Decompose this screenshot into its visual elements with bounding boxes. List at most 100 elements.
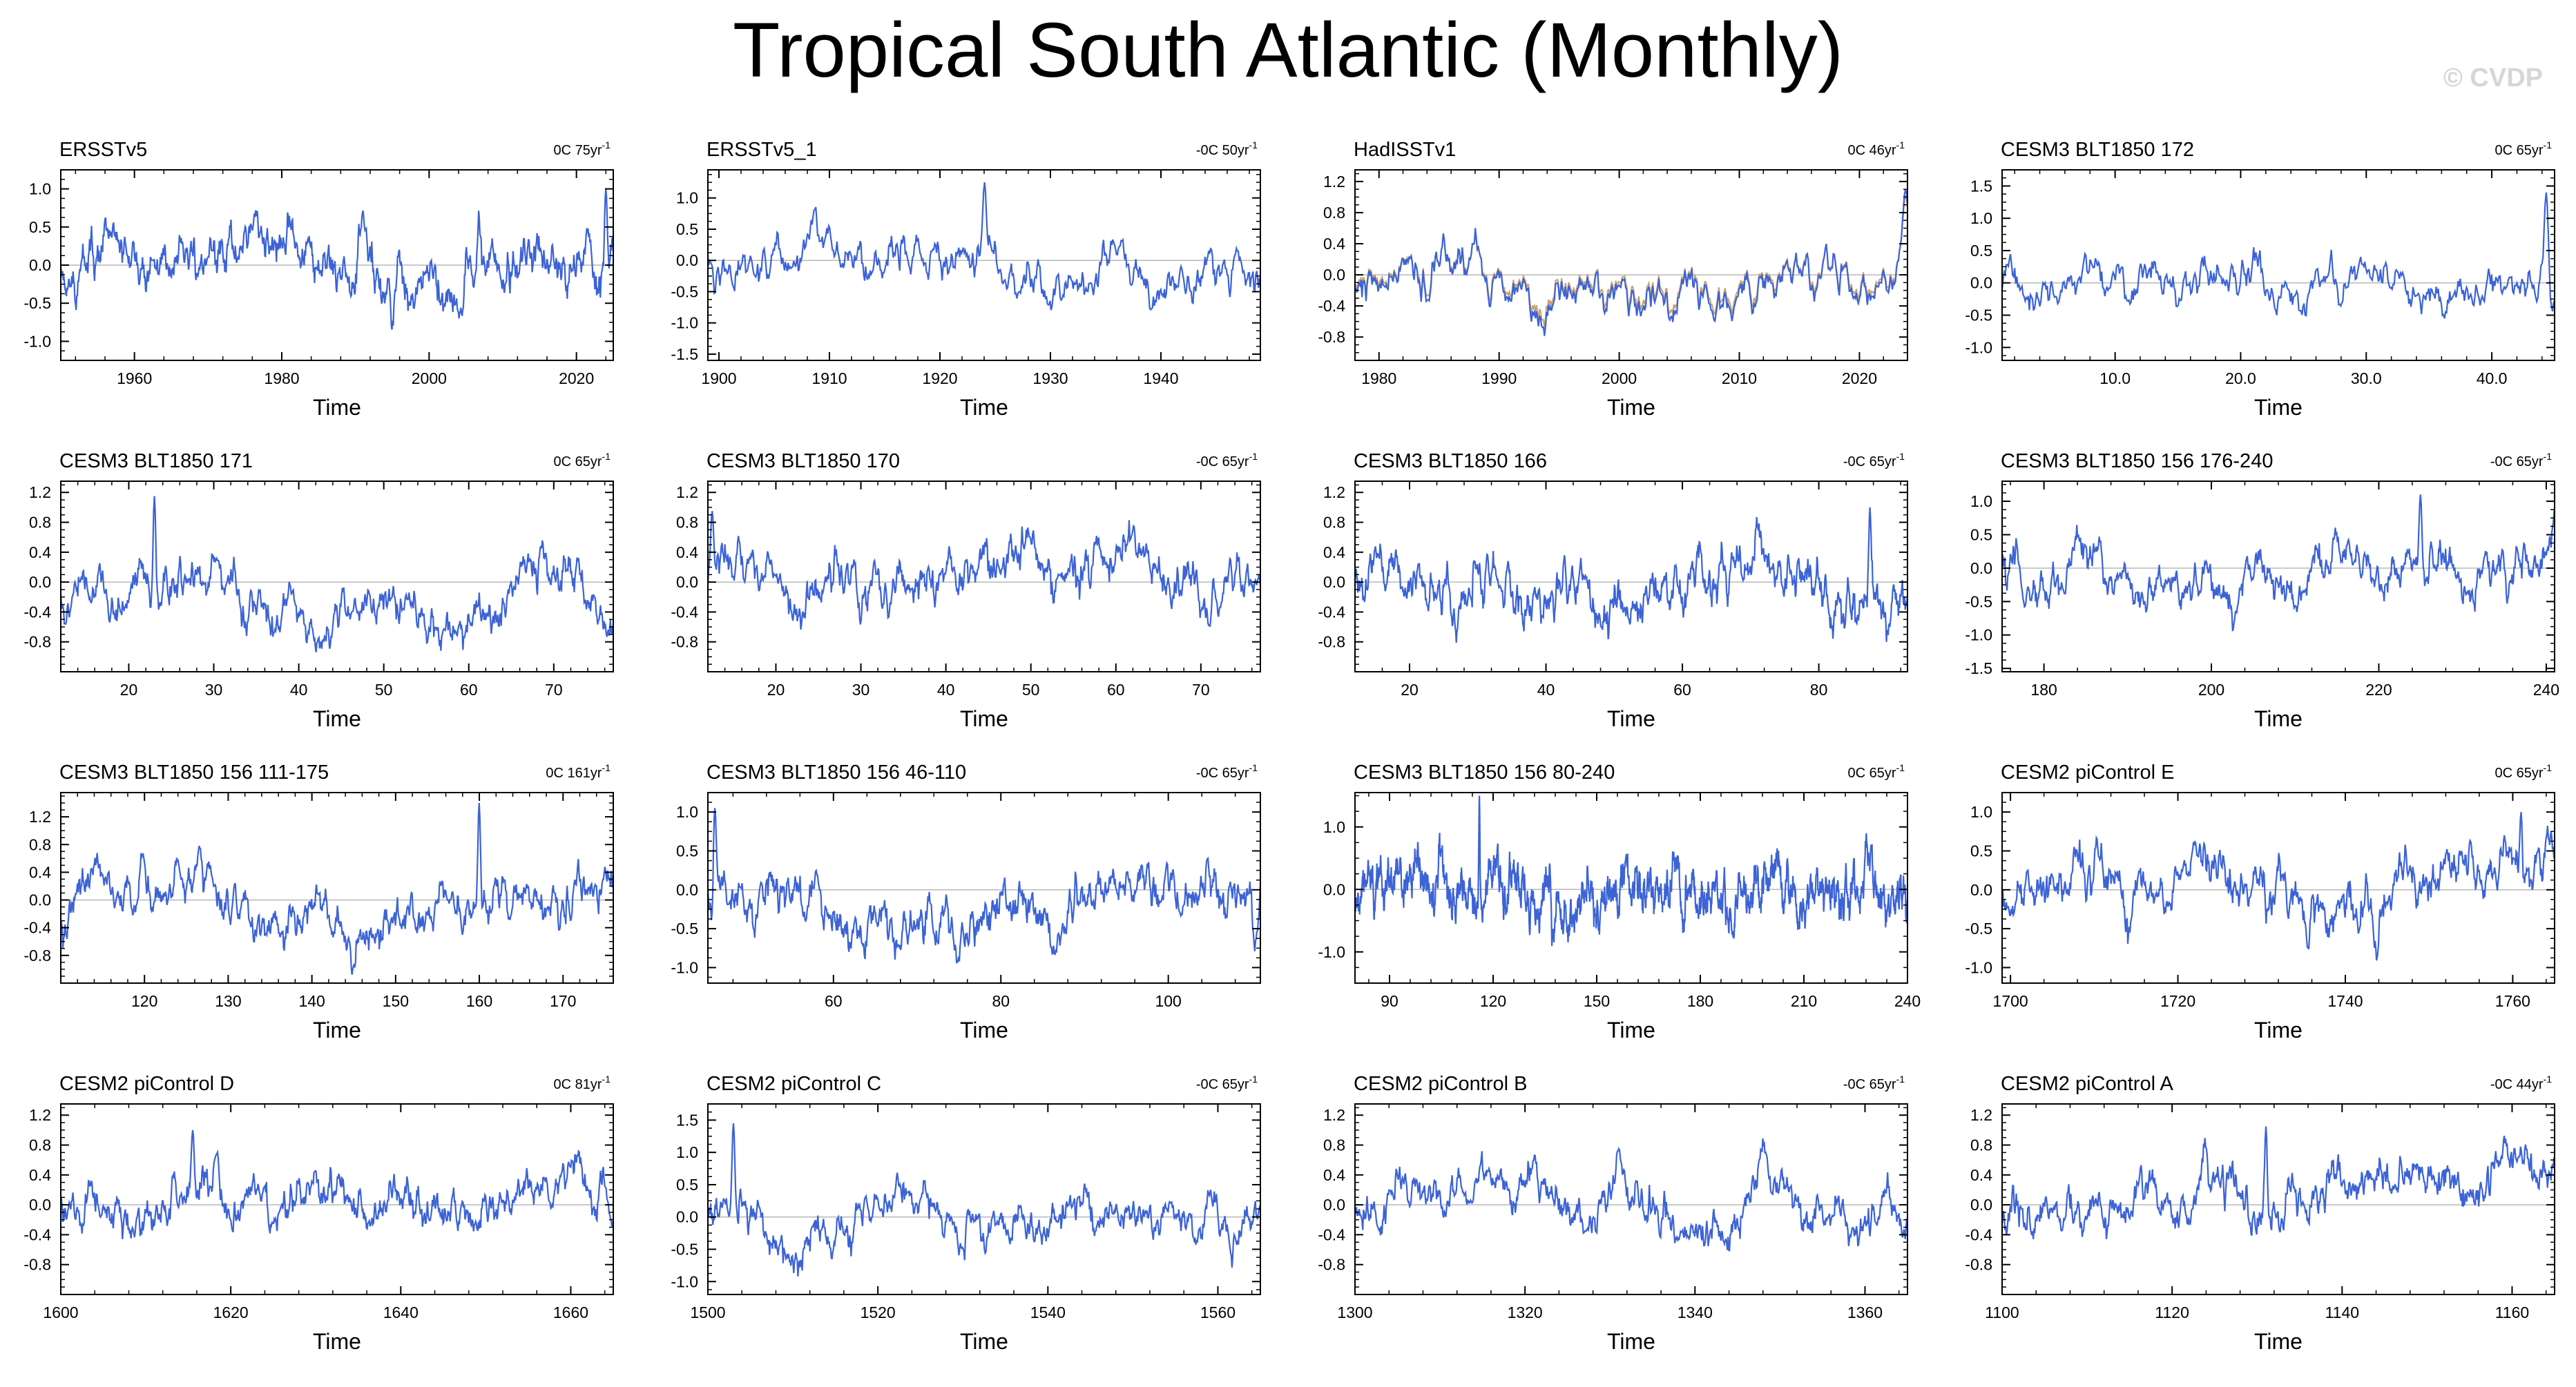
- x-tick-label: 1640: [383, 1303, 419, 1321]
- y-tick-label: -0.8: [23, 633, 51, 651]
- x-axis-label: Time: [1607, 1329, 1655, 1354]
- y-tick-label: 0.0: [1323, 880, 1345, 898]
- y-tick-label: 0.0: [29, 891, 51, 909]
- y-tick-label: 0.0: [29, 256, 51, 274]
- trend-label: 0C 65yr-1: [2495, 139, 2553, 158]
- y-tick-label: 0.4: [29, 543, 51, 561]
- panel-title: CESM3 BLT1850 156 80-240: [1354, 762, 1615, 784]
- panel-title: CESM2 piControl B: [1354, 1073, 1527, 1095]
- x-tick-label: 40: [290, 681, 308, 699]
- series-line: [2001, 192, 2556, 319]
- x-tick-label: 1520: [861, 1303, 896, 1321]
- plot-frame: [1354, 481, 1908, 672]
- x-tick-label: 90: [1381, 992, 1398, 1010]
- y-tick-label: -1.0: [1318, 943, 1345, 961]
- trend-label: 0C 75yr-1: [554, 139, 611, 158]
- x-tick-label: 1980: [264, 369, 299, 387]
- x-tick-label: 10.0: [2099, 369, 2131, 387]
- y-tick-label: 0.8: [676, 514, 698, 532]
- plot-frame: [707, 481, 1261, 672]
- x-tick-label: 2020: [559, 369, 594, 387]
- x-tick-label: 40: [937, 681, 955, 699]
- y-tick-label: -0.4: [1318, 1225, 1345, 1243]
- x-tick-label: 200: [2198, 681, 2224, 699]
- y-tick-label: -1.0: [1965, 338, 1992, 356]
- y-tick-label: 0.8: [1323, 514, 1345, 532]
- x-tick-label: 80: [1810, 681, 1828, 699]
- trend-label: -0C 65yr-1: [1843, 1074, 1905, 1092]
- y-tick-label: 0.8: [29, 1136, 51, 1154]
- x-axis-label: Time: [2254, 1329, 2303, 1354]
- panel-12: CESM2 piControl E 0C 65yr-1 1700 1720 1740 17…: [1965, 762, 2555, 1042]
- plot-frame: [1354, 1103, 1908, 1295]
- y-tick-label: -0.5: [671, 1241, 698, 1259]
- y-tick-label: -0.4: [23, 919, 51, 937]
- x-tick-label: 240: [1894, 992, 1921, 1010]
- y-tick-label: 0.5: [1970, 525, 1992, 543]
- y-tick-label: -0.8: [1318, 1256, 1345, 1274]
- x-tick-label: 1990: [1481, 369, 1517, 387]
- panel-title: CESM3 BLT1850 172: [2001, 139, 2194, 161]
- x-tick-label: 2000: [412, 369, 447, 387]
- plot-frame: [60, 792, 614, 984]
- y-tick-label: -0.4: [1318, 603, 1345, 621]
- x-tick-label: 60: [1107, 681, 1125, 699]
- x-axis-label: Time: [960, 706, 1008, 731]
- series-line: [59, 803, 615, 975]
- y-tick-label: 0.4: [1323, 1166, 1345, 1184]
- x-tick-label: 1740: [2327, 992, 2363, 1010]
- x-tick-label: 1140: [2325, 1303, 2359, 1321]
- x-tick-label: 1540: [1030, 1303, 1066, 1321]
- panel-14: CESM2 piControl C -0C 65yr-1 1500 1520 1540 1…: [671, 1073, 1262, 1354]
- y-tick-label: -0.4: [23, 1225, 51, 1243]
- y-tick-label: 0.5: [676, 220, 698, 238]
- y-tick-label: 0.5: [676, 1176, 698, 1194]
- x-axis-label: Time: [313, 706, 361, 731]
- y-tick-label: -0.8: [23, 947, 51, 964]
- x-tick-label: 1360: [1847, 1303, 1883, 1321]
- y-tick-label: 1.2: [1970, 1106, 1992, 1124]
- panel-10: CESM3 BLT1850 156 46-110 -0C 65yr-1 60 80 10…: [671, 762, 1262, 1042]
- series-line: [707, 511, 1262, 630]
- series-line: [60, 1129, 614, 1240]
- panel-4: CESM3 BLT1850 172 0C 65yr-1 10.0 20.0 30.0 40…: [1965, 139, 2556, 420]
- page-title: Tropical South Atlantic (Monthly): [732, 7, 1844, 93]
- x-tick-label: 1660: [553, 1303, 588, 1321]
- trend-label: -0C 65yr-1: [1196, 451, 1258, 469]
- y-tick-label: 0.0: [676, 1208, 698, 1226]
- y-tick-label: -1.0: [1965, 626, 1992, 644]
- y-tick-label: 0.5: [676, 842, 698, 860]
- y-tick-label: -0.4: [671, 603, 698, 621]
- y-tick-label: -0.8: [1318, 633, 1345, 651]
- y-tick-label: 0.5: [1970, 842, 1992, 860]
- panel-15: CESM2 piControl B -0C 65yr-1 1300 1320 1340 1…: [1318, 1073, 1909, 1354]
- x-tick-label: 2010: [1722, 369, 1757, 387]
- y-tick-label: 0.8: [1323, 1136, 1345, 1154]
- x-tick-label: 1620: [213, 1303, 249, 1321]
- x-axis-label: Time: [2254, 395, 2303, 420]
- x-tick-label: 70: [1192, 681, 1210, 699]
- y-tick-label: -0.8: [671, 633, 698, 651]
- x-tick-label: 1980: [1361, 369, 1396, 387]
- y-tick-label: 0.8: [29, 835, 51, 853]
- x-tick-label: 180: [1687, 992, 1713, 1010]
- y-tick-label: 1.2: [1323, 483, 1345, 501]
- y-tick-label: -0.4: [1965, 1225, 1992, 1243]
- y-tick-label: 0.0: [676, 573, 698, 591]
- y-tick-label: 0.0: [676, 881, 698, 899]
- x-tick-label: 120: [1480, 992, 1506, 1010]
- y-tick-label: -1.0: [671, 1272, 698, 1290]
- y-tick-label: 0.4: [29, 863, 51, 881]
- panel-1: ERSSTv5 0C 75yr-1 1960 1980 2000 2020 -1.0 -0.5…: [23, 139, 614, 420]
- panel-6: CESM3 BLT1850 170 -0C 65yr-1 20 30 40 50 60 70 -…: [671, 450, 1262, 731]
- panel-title: HadISSTv1: [1354, 139, 1456, 161]
- x-axis-label: Time: [313, 1329, 361, 1354]
- x-tick-label: 1940: [1143, 369, 1178, 387]
- series-line: [2001, 494, 2556, 632]
- x-tick-label: 1700: [1993, 992, 2028, 1010]
- y-tick-label: 1.2: [29, 1106, 51, 1124]
- x-tick-label: 40.0: [2477, 369, 2508, 387]
- y-tick-label: 0.4: [1323, 543, 1345, 561]
- plot-frame: [2001, 481, 2555, 672]
- x-tick-label: 1930: [1032, 369, 1068, 387]
